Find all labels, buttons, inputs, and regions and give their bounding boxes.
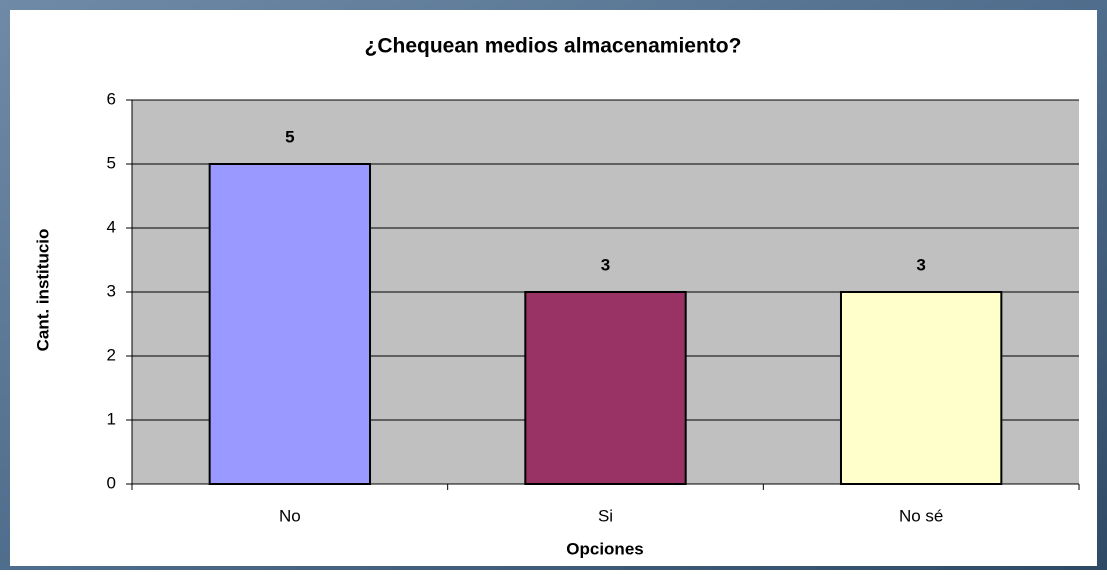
y-tick-label: 5 [107, 153, 116, 172]
y-tick-label: 4 [107, 217, 116, 236]
y-tick-label: 0 [107, 473, 116, 492]
x-axis-label: Opciones [566, 539, 643, 558]
data-label: 3 [916, 255, 925, 274]
data-label: 3 [601, 255, 610, 274]
x-tick-label: No sé [899, 506, 943, 525]
y-axis-label: Cant. institucio [33, 229, 52, 352]
y-tick-label: 3 [107, 281, 116, 300]
data-label: 5 [285, 127, 294, 146]
y-tick-label: 6 [107, 89, 116, 108]
bar [524, 291, 687, 485]
y-tick-label: 2 [107, 345, 116, 364]
bar [208, 163, 372, 485]
y-tick-label: 1 [107, 409, 116, 428]
x-tick-label: No [279, 506, 301, 525]
x-tick-label: Si [598, 506, 613, 525]
bar [839, 291, 1003, 485]
chart-title: ¿Chequean medios almacenamiento? [365, 35, 742, 58]
